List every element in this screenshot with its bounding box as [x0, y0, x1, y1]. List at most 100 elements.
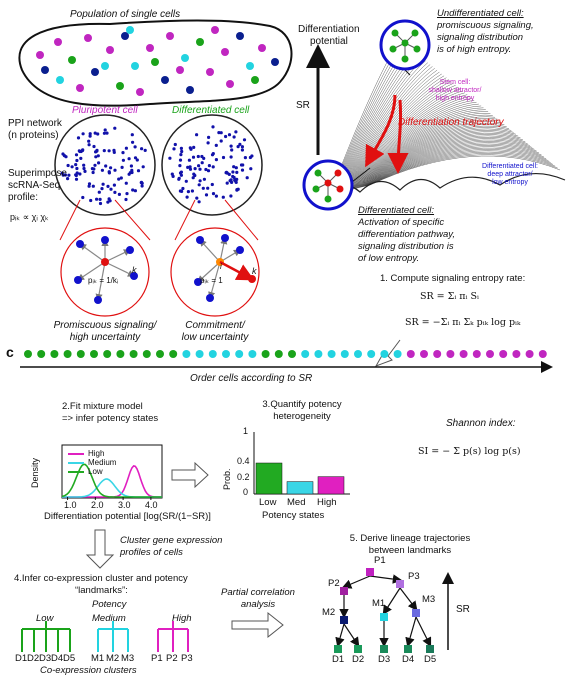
- ppi-node: [180, 189, 184, 193]
- diffcell-label-1: Differentiated cell:: [482, 163, 538, 170]
- landscape-line: [355, 122, 505, 189]
- trajectory-arrow-right: [387, 99, 409, 174]
- edge-arrow: [104, 261, 136, 277]
- ppi-node: [206, 169, 211, 173]
- population-cell: [56, 76, 64, 84]
- landscape-line: [339, 71, 440, 193]
- landscape-line: [356, 124, 507, 189]
- ppi-node: [103, 128, 107, 132]
- ppi-node: [179, 153, 183, 157]
- ppi-node: [204, 167, 208, 172]
- ppi-node: [227, 172, 231, 176]
- diffcell-bottom-title: Differentiated cell:: [358, 205, 435, 216]
- ppi-node: [232, 175, 236, 180]
- ppi-node: [179, 170, 183, 174]
- inset-node: [324, 179, 332, 187]
- diffcell-bottom-3: signaling distribution is: [358, 241, 454, 252]
- lineage-label-d5: D5: [424, 654, 437, 665]
- ppi-node: [92, 144, 96, 149]
- differentiated-network-circle: [161, 114, 263, 216]
- lineage-node-p1: [366, 568, 374, 576]
- promiscuous-caption-2: high uncertainty: [69, 332, 141, 343]
- ppi-node: [190, 189, 194, 193]
- ppi-node: [192, 145, 196, 149]
- ppi-node: [229, 144, 233, 148]
- inset-node: [413, 45, 421, 53]
- ppi-node: [106, 184, 110, 188]
- landscape-line: [350, 105, 482, 191]
- ordered-cell: [208, 350, 217, 358]
- medium-label: Medium: [92, 613, 126, 624]
- ordered-cell: [459, 350, 468, 358]
- arrow-partial-corr: [231, 611, 284, 639]
- landscape-line: [353, 116, 496, 190]
- population-cell: [106, 46, 114, 54]
- ppi-label: PPI network: [8, 118, 62, 129]
- ppi-node: [92, 167, 96, 171]
- protein-node: [74, 276, 82, 284]
- population-cell: [161, 76, 169, 84]
- inset-node: [401, 39, 409, 47]
- bar-med: [286, 481, 314, 495]
- edge-arrow: [197, 261, 221, 283]
- population-cell: [206, 68, 214, 76]
- population-cells: [36, 26, 279, 96]
- landscape-line: [361, 137, 528, 188]
- leaf-d4: D4: [51, 653, 64, 664]
- ppi-node: [113, 190, 117, 194]
- inset-node: [389, 45, 397, 53]
- population-cell: [151, 58, 159, 66]
- population-cell: [146, 44, 154, 52]
- ppi-node: [83, 169, 87, 173]
- lineage-node-d5: [426, 645, 434, 653]
- ppi-node: [170, 172, 174, 176]
- landscape-line: [364, 142, 537, 187]
- bar-xlabel: Potency states: [262, 510, 325, 521]
- ppi-node: [81, 132, 85, 136]
- step2-line-1: 2.Fit mixture model: [62, 401, 143, 412]
- coexpression-dendrograms: [21, 621, 189, 652]
- ppi-nodes: [60, 125, 254, 206]
- differentiated-label: Differentiated cell: [172, 105, 250, 116]
- landscape-line: [346, 94, 468, 191]
- landscape-line: [357, 127, 512, 189]
- ppi-node: [117, 177, 121, 181]
- population-cell: [271, 58, 279, 66]
- ordered-cells-row: [24, 350, 547, 358]
- ppi-node: [211, 125, 215, 129]
- ppi-node: [232, 135, 236, 139]
- ppi-node: [235, 188, 239, 192]
- pik-formula: pᵢₖ ∝ χᵢ χₖ: [10, 212, 49, 222]
- ppi-node: [93, 163, 97, 167]
- ppi-node: [74, 153, 79, 157]
- ppi-node: [248, 155, 252, 160]
- ppi-node: [76, 136, 81, 140]
- ppi-node: [188, 167, 193, 171]
- ppi-node: [87, 143, 91, 147]
- ppi-node: [210, 182, 214, 187]
- ppi-node: [97, 161, 101, 165]
- population-cell: [91, 68, 99, 76]
- population-cell: [68, 56, 76, 64]
- bar-cat-med: Med: [287, 497, 306, 508]
- bar-high: [317, 476, 345, 495]
- ordered-cell: [116, 350, 125, 358]
- ppi-node: [102, 131, 106, 135]
- zoom-nodes: [74, 234, 256, 304]
- ppi-node: [229, 178, 233, 182]
- ppi-node: [192, 172, 196, 176]
- ordered-cell: [235, 350, 244, 358]
- edge-arrow: [219, 236, 228, 263]
- landscape-line: [360, 132, 521, 188]
- ppi-node: [91, 184, 95, 188]
- panel-c-label: c: [6, 344, 14, 360]
- ppi-node: [88, 132, 92, 136]
- ppi-node: [95, 148, 99, 152]
- population-cell: [136, 88, 144, 96]
- ordered-cell: [129, 350, 138, 358]
- landscape-line: [369, 155, 561, 186]
- trajectory-arrow-left: [365, 94, 397, 168]
- ppi-node: [225, 181, 229, 185]
- landscape-line: [358, 130, 517, 188]
- step1-title: 1. Compute signaling entropy rate:: [380, 273, 526, 284]
